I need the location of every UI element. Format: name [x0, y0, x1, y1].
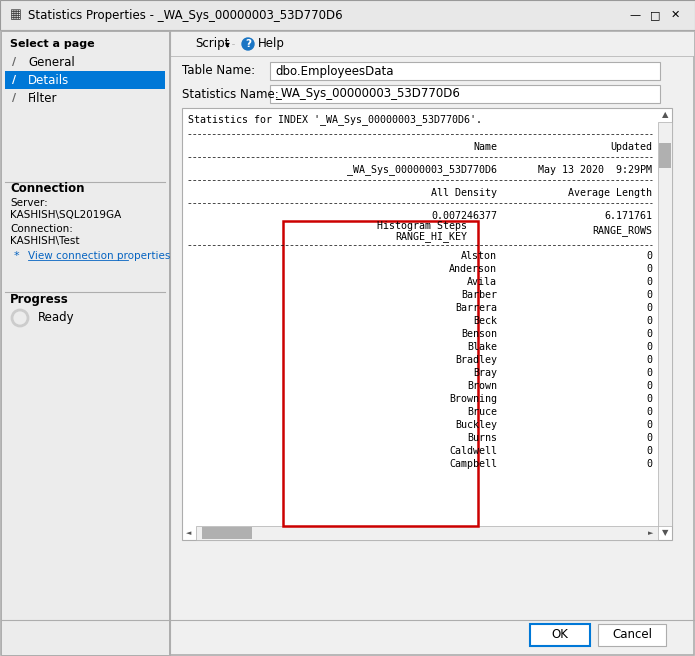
Text: *: *: [14, 251, 19, 261]
Text: Barber: Barber: [461, 290, 497, 300]
Text: RANGE_HI_KEY: RANGE_HI_KEY: [395, 232, 467, 243]
Text: ►: ►: [648, 530, 654, 536]
Text: 0: 0: [646, 446, 652, 456]
Text: /: /: [12, 93, 16, 103]
FancyBboxPatch shape: [598, 624, 666, 646]
Text: Burns: Burns: [467, 433, 497, 443]
Text: OK: OK: [552, 628, 569, 642]
Text: Server:: Server:: [10, 198, 48, 208]
Text: 0: 0: [646, 420, 652, 430]
Text: ▼: ▼: [662, 529, 669, 537]
Text: Statistics Name:: Statistics Name:: [182, 87, 279, 100]
FancyBboxPatch shape: [530, 624, 590, 646]
Text: 0.007246377: 0.007246377: [431, 211, 497, 221]
Text: View connection properties: View connection properties: [28, 251, 170, 261]
Text: Anderson: Anderson: [449, 264, 497, 274]
Text: 0: 0: [646, 251, 652, 261]
Text: All Density: All Density: [431, 188, 497, 198]
Text: Brown: Brown: [467, 381, 497, 391]
FancyBboxPatch shape: [659, 143, 671, 168]
Text: _WA_Sys_00000003_53D770D6: _WA_Sys_00000003_53D770D6: [347, 165, 497, 175]
Text: KASHISH\SQL2019GA: KASHISH\SQL2019GA: [10, 210, 121, 220]
Text: Progress: Progress: [10, 293, 69, 306]
FancyBboxPatch shape: [0, 0, 695, 30]
Circle shape: [242, 38, 254, 50]
FancyBboxPatch shape: [202, 527, 252, 539]
Text: Average Length: Average Length: [568, 188, 652, 198]
Text: Alston: Alston: [461, 251, 497, 261]
Text: 0: 0: [646, 264, 652, 274]
Text: Table Name:: Table Name:: [182, 64, 255, 77]
Text: Barrera: Barrera: [455, 303, 497, 313]
Text: dbo.EmployeesData: dbo.EmployeesData: [275, 64, 393, 77]
Text: 0: 0: [646, 329, 652, 339]
Text: General: General: [28, 56, 75, 68]
Text: ?: ?: [245, 39, 251, 49]
FancyBboxPatch shape: [182, 108, 672, 540]
Text: Bruce: Bruce: [467, 407, 497, 417]
Text: 0: 0: [646, 368, 652, 378]
Text: KASHISH\Test: KASHISH\Test: [10, 236, 79, 246]
Text: /: /: [12, 57, 16, 67]
Text: □: □: [650, 10, 660, 20]
FancyBboxPatch shape: [270, 62, 660, 80]
Text: Ready: Ready: [38, 312, 74, 325]
Text: Help: Help: [258, 37, 285, 51]
Text: 0: 0: [646, 407, 652, 417]
Text: —: —: [630, 10, 641, 20]
Text: Select a page: Select a page: [10, 39, 95, 49]
FancyBboxPatch shape: [658, 122, 672, 526]
Text: Histogram Steps: Histogram Steps: [377, 221, 467, 231]
Text: Updated: Updated: [610, 142, 652, 152]
Text: 0: 0: [646, 394, 652, 404]
Text: ◄: ◄: [186, 530, 192, 536]
FancyBboxPatch shape: [1, 31, 694, 655]
FancyBboxPatch shape: [270, 85, 660, 103]
Text: 6.171761: 6.171761: [604, 211, 652, 221]
Text: ✕: ✕: [670, 10, 680, 20]
Text: Avila: Avila: [467, 277, 497, 287]
Text: Connection: Connection: [10, 182, 85, 195]
Text: 0: 0: [646, 277, 652, 287]
Text: 0: 0: [646, 303, 652, 313]
Text: Benson: Benson: [461, 329, 497, 339]
Text: Campbell: Campbell: [449, 459, 497, 469]
Text: Buckley: Buckley: [455, 420, 497, 430]
Text: Statistics for INDEX '_WA_Sys_00000003_53D770D6'.: Statistics for INDEX '_WA_Sys_00000003_5…: [188, 115, 482, 125]
Text: Name: Name: [473, 142, 497, 152]
Text: Statistics Properties - _WA_Sys_00000003_53D770D6: Statistics Properties - _WA_Sys_00000003…: [28, 9, 343, 22]
Text: Details: Details: [28, 73, 70, 87]
Text: _WA_Sys_00000003_53D770D6: _WA_Sys_00000003_53D770D6: [275, 87, 460, 100]
Text: Filter: Filter: [28, 91, 58, 104]
Text: 0: 0: [646, 355, 652, 365]
Text: 0: 0: [646, 290, 652, 300]
Text: ▾: ▾: [225, 39, 230, 49]
Text: /: /: [12, 75, 16, 85]
Text: 0: 0: [646, 342, 652, 352]
Text: Caldwell: Caldwell: [449, 446, 497, 456]
Text: Connection:: Connection:: [10, 224, 73, 234]
Text: Beck: Beck: [473, 316, 497, 326]
Text: Cancel: Cancel: [612, 628, 652, 642]
Text: ▦: ▦: [10, 9, 22, 22]
FancyBboxPatch shape: [196, 526, 658, 540]
Text: RANGE_ROWS: RANGE_ROWS: [592, 226, 652, 236]
Text: Browning: Browning: [449, 394, 497, 404]
Text: May 13 2020  9:29PM: May 13 2020 9:29PM: [538, 165, 652, 175]
Text: 0: 0: [646, 433, 652, 443]
Text: Bray: Bray: [473, 368, 497, 378]
FancyBboxPatch shape: [1, 31, 169, 655]
FancyBboxPatch shape: [170, 31, 694, 56]
Text: Script: Script: [195, 37, 229, 51]
Text: Blake: Blake: [467, 342, 497, 352]
Text: 0: 0: [646, 381, 652, 391]
Text: 0: 0: [646, 316, 652, 326]
FancyBboxPatch shape: [5, 71, 165, 89]
Text: Bradley: Bradley: [455, 355, 497, 365]
Text: 0: 0: [646, 459, 652, 469]
Text: ▲: ▲: [662, 110, 669, 119]
